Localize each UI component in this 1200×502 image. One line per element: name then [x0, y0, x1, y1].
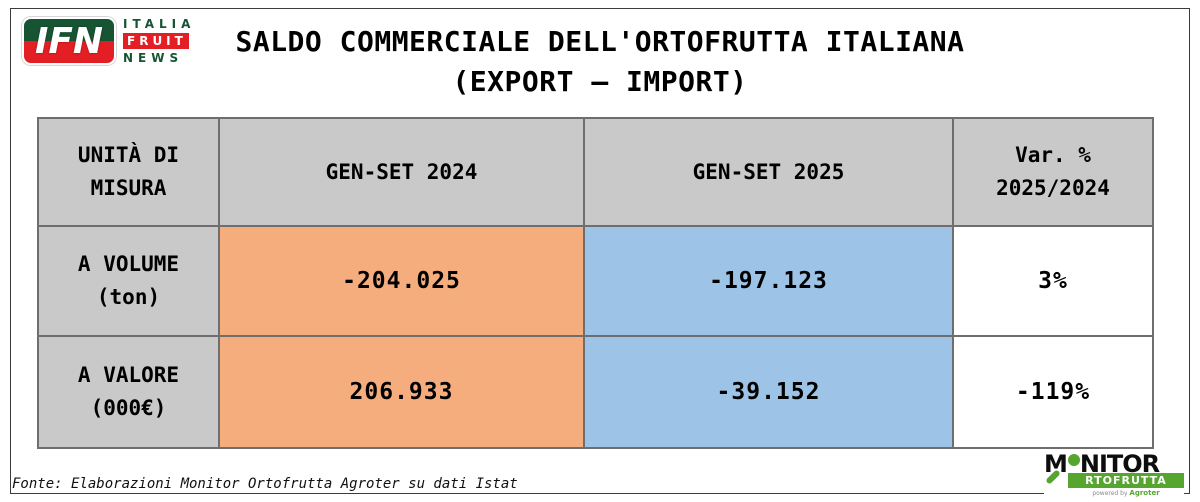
page-title: SALDO COMMERCIALE DELL'ORTOFRUTTA ITALIA… [0, 22, 1200, 102]
valore-label-line2: (000€) [90, 396, 167, 420]
cell-valore-2025: -39.152 [583, 335, 954, 449]
header-var-line1: Var. % [1015, 143, 1091, 167]
header-unit-line1: UNITÀ DI [77, 143, 180, 167]
volume-label-line1: A VOLUME [77, 252, 180, 276]
table-row-valore: A VALORE (000€) 206.933 -39.152 -119% [37, 335, 1154, 449]
cell-volume-2025: -197.123 [583, 225, 954, 337]
header-unit-line2: MISURA [90, 176, 167, 200]
ifn-wordmark: ITALIA FRUIT NEWS [123, 17, 195, 65]
saldo-table: UNITÀ DI MISURA GEN-SET 2024 GEN-SET 202… [37, 117, 1154, 449]
ortofrutta-banner: RTOFRUTTA [1068, 473, 1184, 488]
ifn-news-label: NEWS [123, 51, 184, 65]
title-line2: (EXPORT – IMPORT) [452, 65, 748, 98]
volume-label-line2: (ton) [96, 285, 161, 309]
ifn-badge-red-band [24, 41, 114, 63]
header-cell-unit: UNITÀ DI MISURA [37, 117, 220, 227]
cell-volume-var: 3% [952, 225, 1154, 337]
cell-volume-label: A VOLUME (ton) [37, 225, 220, 337]
header-var-line2: 2025/2024 [996, 176, 1110, 200]
cell-volume-2024: -204.025 [218, 225, 585, 337]
monitor-letter-m: M [1044, 450, 1068, 478]
header-cell-2024: GEN-SET 2024 [218, 117, 585, 227]
cell-valore-2024: 206.933 [218, 335, 585, 449]
header-cell-2025: GEN-SET 2025 [583, 117, 954, 227]
title-line1: SALDO COMMERCIALE DELL'ORTOFRUTTA ITALIA… [235, 25, 965, 58]
valore-label-line1: A VALORE [77, 363, 180, 387]
ifn-logo: IFN ITALIA FRUIT NEWS [22, 17, 195, 65]
cell-valore-var: -119% [952, 335, 1154, 449]
ifn-badge-text: IFN [34, 20, 104, 62]
powered-by-label: powered by Agroter [1068, 489, 1184, 497]
magnifier-icon [1067, 454, 1080, 466]
table-header-row: UNITÀ DI MISURA GEN-SET 2024 GEN-SET 202… [37, 117, 1154, 227]
ifn-badge-green-band [24, 19, 114, 41]
ifn-fruit-label: FRUIT [123, 33, 189, 49]
ifn-italia-label: ITALIA [123, 17, 196, 31]
agroter-text: Agroter [1129, 489, 1160, 497]
monitor-letters-nitor: NITOR [1079, 450, 1160, 478]
header-cell-var: Var. % 2025/2024 [952, 117, 1154, 227]
monitor-ortofrutta-logo: M NITOR RTOFRUTTA powered by Agroter [1044, 452, 1184, 497]
table-row-volume: A VOLUME (ton) -204.025 -197.123 3% [37, 225, 1154, 337]
powered-by-text: powered by [1092, 490, 1128, 497]
source-note: Fonte: Elaborazioni Monitor Ortofrutta A… [12, 476, 518, 492]
ifn-badge: IFN [22, 17, 116, 65]
cell-valore-label: A VALORE (000€) [37, 335, 220, 449]
monitor-wordmark: M NITOR [1044, 450, 1160, 478]
